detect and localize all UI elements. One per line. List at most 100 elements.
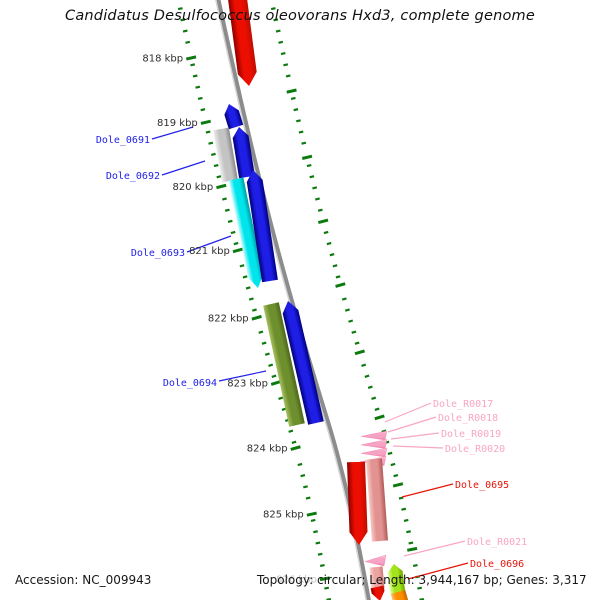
gene-arrow[interactable]: [369, 566, 385, 590]
minor-tick: [315, 541, 321, 545]
minor-tick: [293, 108, 299, 112]
genome-stats-text: Topology: circular; Length: 3,944,167 bp…: [257, 573, 587, 587]
minor-tick: [251, 308, 257, 312]
gene-arrow[interactable]: [390, 589, 409, 600]
gene-arrow-Dole_0696[interactable]: [370, 585, 385, 600]
gene-label-Dole_0695[interactable]: Dole_0695: [455, 480, 509, 491]
minor-tick: [348, 319, 354, 323]
minor-tick: [310, 518, 316, 523]
kbp-tick-label: 820 kbp: [173, 182, 214, 193]
gene-arrow-Dole_R0021[interactable]: [364, 554, 387, 567]
minor-tick: [239, 264, 245, 268]
minor-tick: [233, 241, 239, 246]
gene-label-Dole_0691[interactable]: Dole_0691: [96, 135, 150, 146]
minor-tick: [291, 440, 297, 444]
minor-tick: [401, 507, 407, 511]
minor-tick: [317, 218, 329, 225]
minor-tick: [398, 496, 404, 500]
minor-tick: [313, 530, 318, 534]
minor-tick: [319, 576, 331, 582]
gene-arrow-Dole_0691[interactable]: [224, 104, 244, 130]
minor-tick: [317, 552, 323, 556]
minor-tick: [371, 396, 377, 400]
minor-tick: [270, 380, 282, 386]
kbp-tick-label: 823 kbp: [227, 378, 268, 389]
gene-arrow-Dole_0693[interactable]: [228, 177, 263, 289]
minor-tick: [195, 85, 201, 89]
minor-tick: [406, 530, 411, 534]
minor-tick: [278, 40, 284, 44]
minor-tick: [258, 330, 264, 334]
gene-arrow-Dole_R0017[interactable]: [360, 430, 388, 441]
minor-tick: [290, 445, 301, 451]
minor-tick: [326, 241, 332, 246]
tick-arcs: [177, 7, 425, 600]
kbp-tick-label: 821 kbp: [189, 246, 230, 257]
gene-arrow[interactable]: [387, 564, 406, 595]
minor-tick: [392, 482, 404, 488]
gene-arrow[interactable]: [366, 458, 388, 542]
kbp-tick-label: 818 kbp: [142, 53, 183, 64]
minor-tick: [182, 29, 188, 33]
minor-tick: [205, 130, 211, 134]
minor-tick: [361, 363, 367, 367]
minor-tick: [200, 108, 206, 112]
gene-label-Dole_R0019[interactable]: Dole_R0019: [441, 429, 501, 440]
kbp-tick-label: 819 kbp: [157, 118, 198, 129]
gene-label-Dole_0692[interactable]: Dole_0692: [106, 171, 160, 182]
gene-arrow-Dole_0695[interactable]: [347, 461, 368, 545]
minor-tick: [417, 586, 423, 590]
minor-tick: [208, 141, 214, 145]
minor-tick: [306, 511, 317, 517]
minor-tick: [222, 197, 227, 201]
gene-arrow[interactable]: [282, 301, 324, 425]
gene-label-Dole_0694[interactable]: Dole_0694: [163, 378, 217, 389]
gene-arrow-Dole_R0019[interactable]: [360, 447, 388, 458]
minor-tick: [354, 341, 360, 345]
minor-tick: [268, 363, 274, 367]
gene-arrows: [213, 0, 409, 600]
leader-line-Dole_R0020: [392, 445, 444, 449]
gene-label-Dole_R0021[interactable]: Dole_R0021: [467, 537, 527, 548]
gene-arrow-Dole_0692[interactable]: [213, 127, 238, 183]
minor-tick: [224, 208, 230, 212]
minor-tick: [270, 7, 276, 11]
gene-arrow[interactable]: [246, 170, 278, 283]
gene-label-Dole_R0020[interactable]: Dole_R0020: [445, 444, 505, 455]
gene-arrow-Dole_R0018[interactable]: [360, 439, 388, 449]
minor-tick: [367, 385, 373, 389]
minor-tick: [319, 564, 325, 568]
minor-tick: [230, 230, 236, 235]
minor-tick: [306, 163, 312, 168]
minor-tick: [180, 18, 186, 22]
minor-tick: [344, 308, 350, 312]
backbone-highlight: [215, 0, 367, 600]
minor-tick: [273, 18, 279, 22]
gene-arrow[interactable]: [232, 127, 255, 179]
minor-tick: [280, 51, 286, 56]
gene-label-Dole_R0018[interactable]: Dole_R0018: [438, 413, 498, 424]
minor-tick: [324, 586, 330, 590]
gene-arrow-Dole_0694[interactable]: [263, 302, 305, 427]
minor-tick: [301, 141, 307, 145]
minor-tick: [309, 175, 315, 179]
accession-text: Accession: NC_009943: [15, 573, 152, 587]
minor-tick: [364, 374, 370, 378]
minor-tick: [275, 29, 281, 33]
minor-tick: [351, 330, 357, 334]
minor-tick: [278, 396, 284, 400]
minor-tick: [323, 230, 329, 235]
minor-tick: [408, 541, 414, 545]
kbp-tick-label: 825 kbp: [263, 510, 304, 521]
gene-arrow[interactable]: [225, 0, 257, 86]
gene-label-Dole_0696[interactable]: Dole_0696: [470, 559, 524, 570]
minor-tick: [216, 183, 227, 190]
minor-tick: [329, 253, 335, 257]
gene-label-Dole_R0017[interactable]: Dole_R0017: [433, 399, 493, 410]
gene-label-Dole_0693[interactable]: Dole_0693: [131, 248, 185, 259]
minor-tick: [341, 297, 347, 301]
leader-line-Dole_R0021: [403, 540, 466, 557]
minor-tick: [332, 264, 338, 268]
leader-line-Dole_0691: [151, 126, 194, 140]
